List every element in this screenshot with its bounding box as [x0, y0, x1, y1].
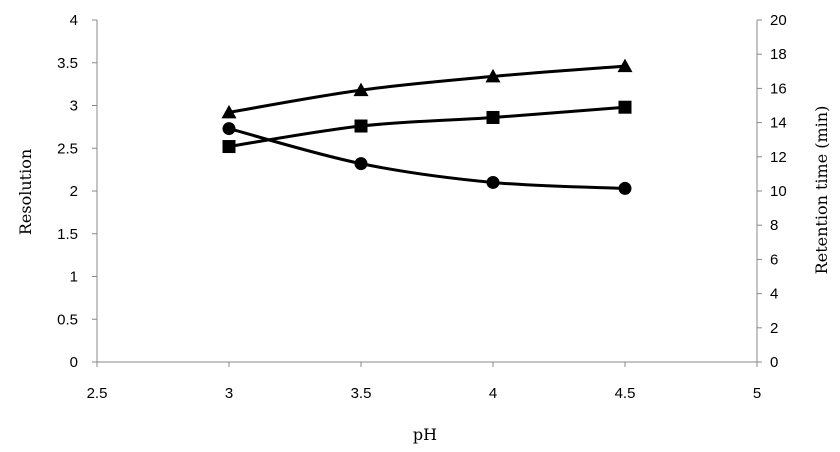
y-left-tick-label: 3.5 [57, 55, 78, 72]
x-tick-label: 4 [489, 385, 497, 402]
square-marker [354, 119, 368, 133]
square-marker [222, 140, 236, 154]
y-right-axis-title: Retention time (min) [812, 106, 831, 275]
x-axis-title: pH [413, 425, 437, 444]
x-tick-label: 4.5 [615, 385, 636, 402]
y-left-tick-label: 0 [70, 354, 78, 371]
y-right-tick-label: 20 [770, 12, 787, 29]
y-right-tick-label: 8 [770, 217, 778, 234]
y-left-tick-label: 1.5 [57, 226, 78, 243]
axes [92, 19, 762, 367]
tick-labels: 0 0.5 1 1.5 2 2.5 3 3.5 4 0 2 4 6 8 10 12 14 16 18 20 2.5 3 3.… [57, 12, 787, 402]
x-tick-label: 5 [753, 385, 761, 402]
y-right-tick-label: 16 [770, 80, 787, 97]
y-left-tick-label: 1 [70, 269, 78, 286]
y-left-tick-label: 4 [70, 12, 78, 29]
triangle-marker [221, 104, 237, 119]
y-left-tick-label: 2 [70, 183, 78, 200]
y-right-tick-label: 4 [770, 286, 778, 303]
y-right-tick-label: 10 [770, 183, 787, 200]
y-right-tick-label: 12 [770, 149, 787, 166]
square-series-line [228, 105, 626, 149]
circle-marker [618, 181, 632, 195]
triangle-marker [353, 82, 369, 97]
circle-marker [354, 157, 368, 171]
y-right-tick-label: 6 [770, 251, 778, 268]
triangle-series-line [228, 64, 626, 114]
y-left-tick-label: 0.5 [57, 311, 78, 328]
triangle-marker [485, 68, 501, 83]
x-tick-label: 3 [225, 385, 233, 402]
y-left-axis-title: Resolution [16, 149, 35, 235]
y-right-tick-label: 18 [770, 46, 787, 63]
x-tick-label: 2.5 [87, 385, 108, 402]
y-right-tick-label: 14 [770, 115, 787, 132]
circle-marker [222, 122, 236, 136]
square-marker [618, 100, 632, 114]
y-left-tick-label: 2.5 [57, 140, 78, 157]
y-right-tick-label: 2 [770, 320, 778, 337]
square-marker [486, 110, 500, 124]
x-tick-label: 3.5 [351, 385, 372, 402]
y-left-tick-label: 3 [70, 98, 78, 115]
circle-marker [486, 175, 500, 189]
y-right-tick-label: 0 [770, 354, 778, 371]
series-group [221, 58, 633, 195]
circle-series-line [228, 127, 626, 190]
triangle-marker [617, 58, 633, 73]
